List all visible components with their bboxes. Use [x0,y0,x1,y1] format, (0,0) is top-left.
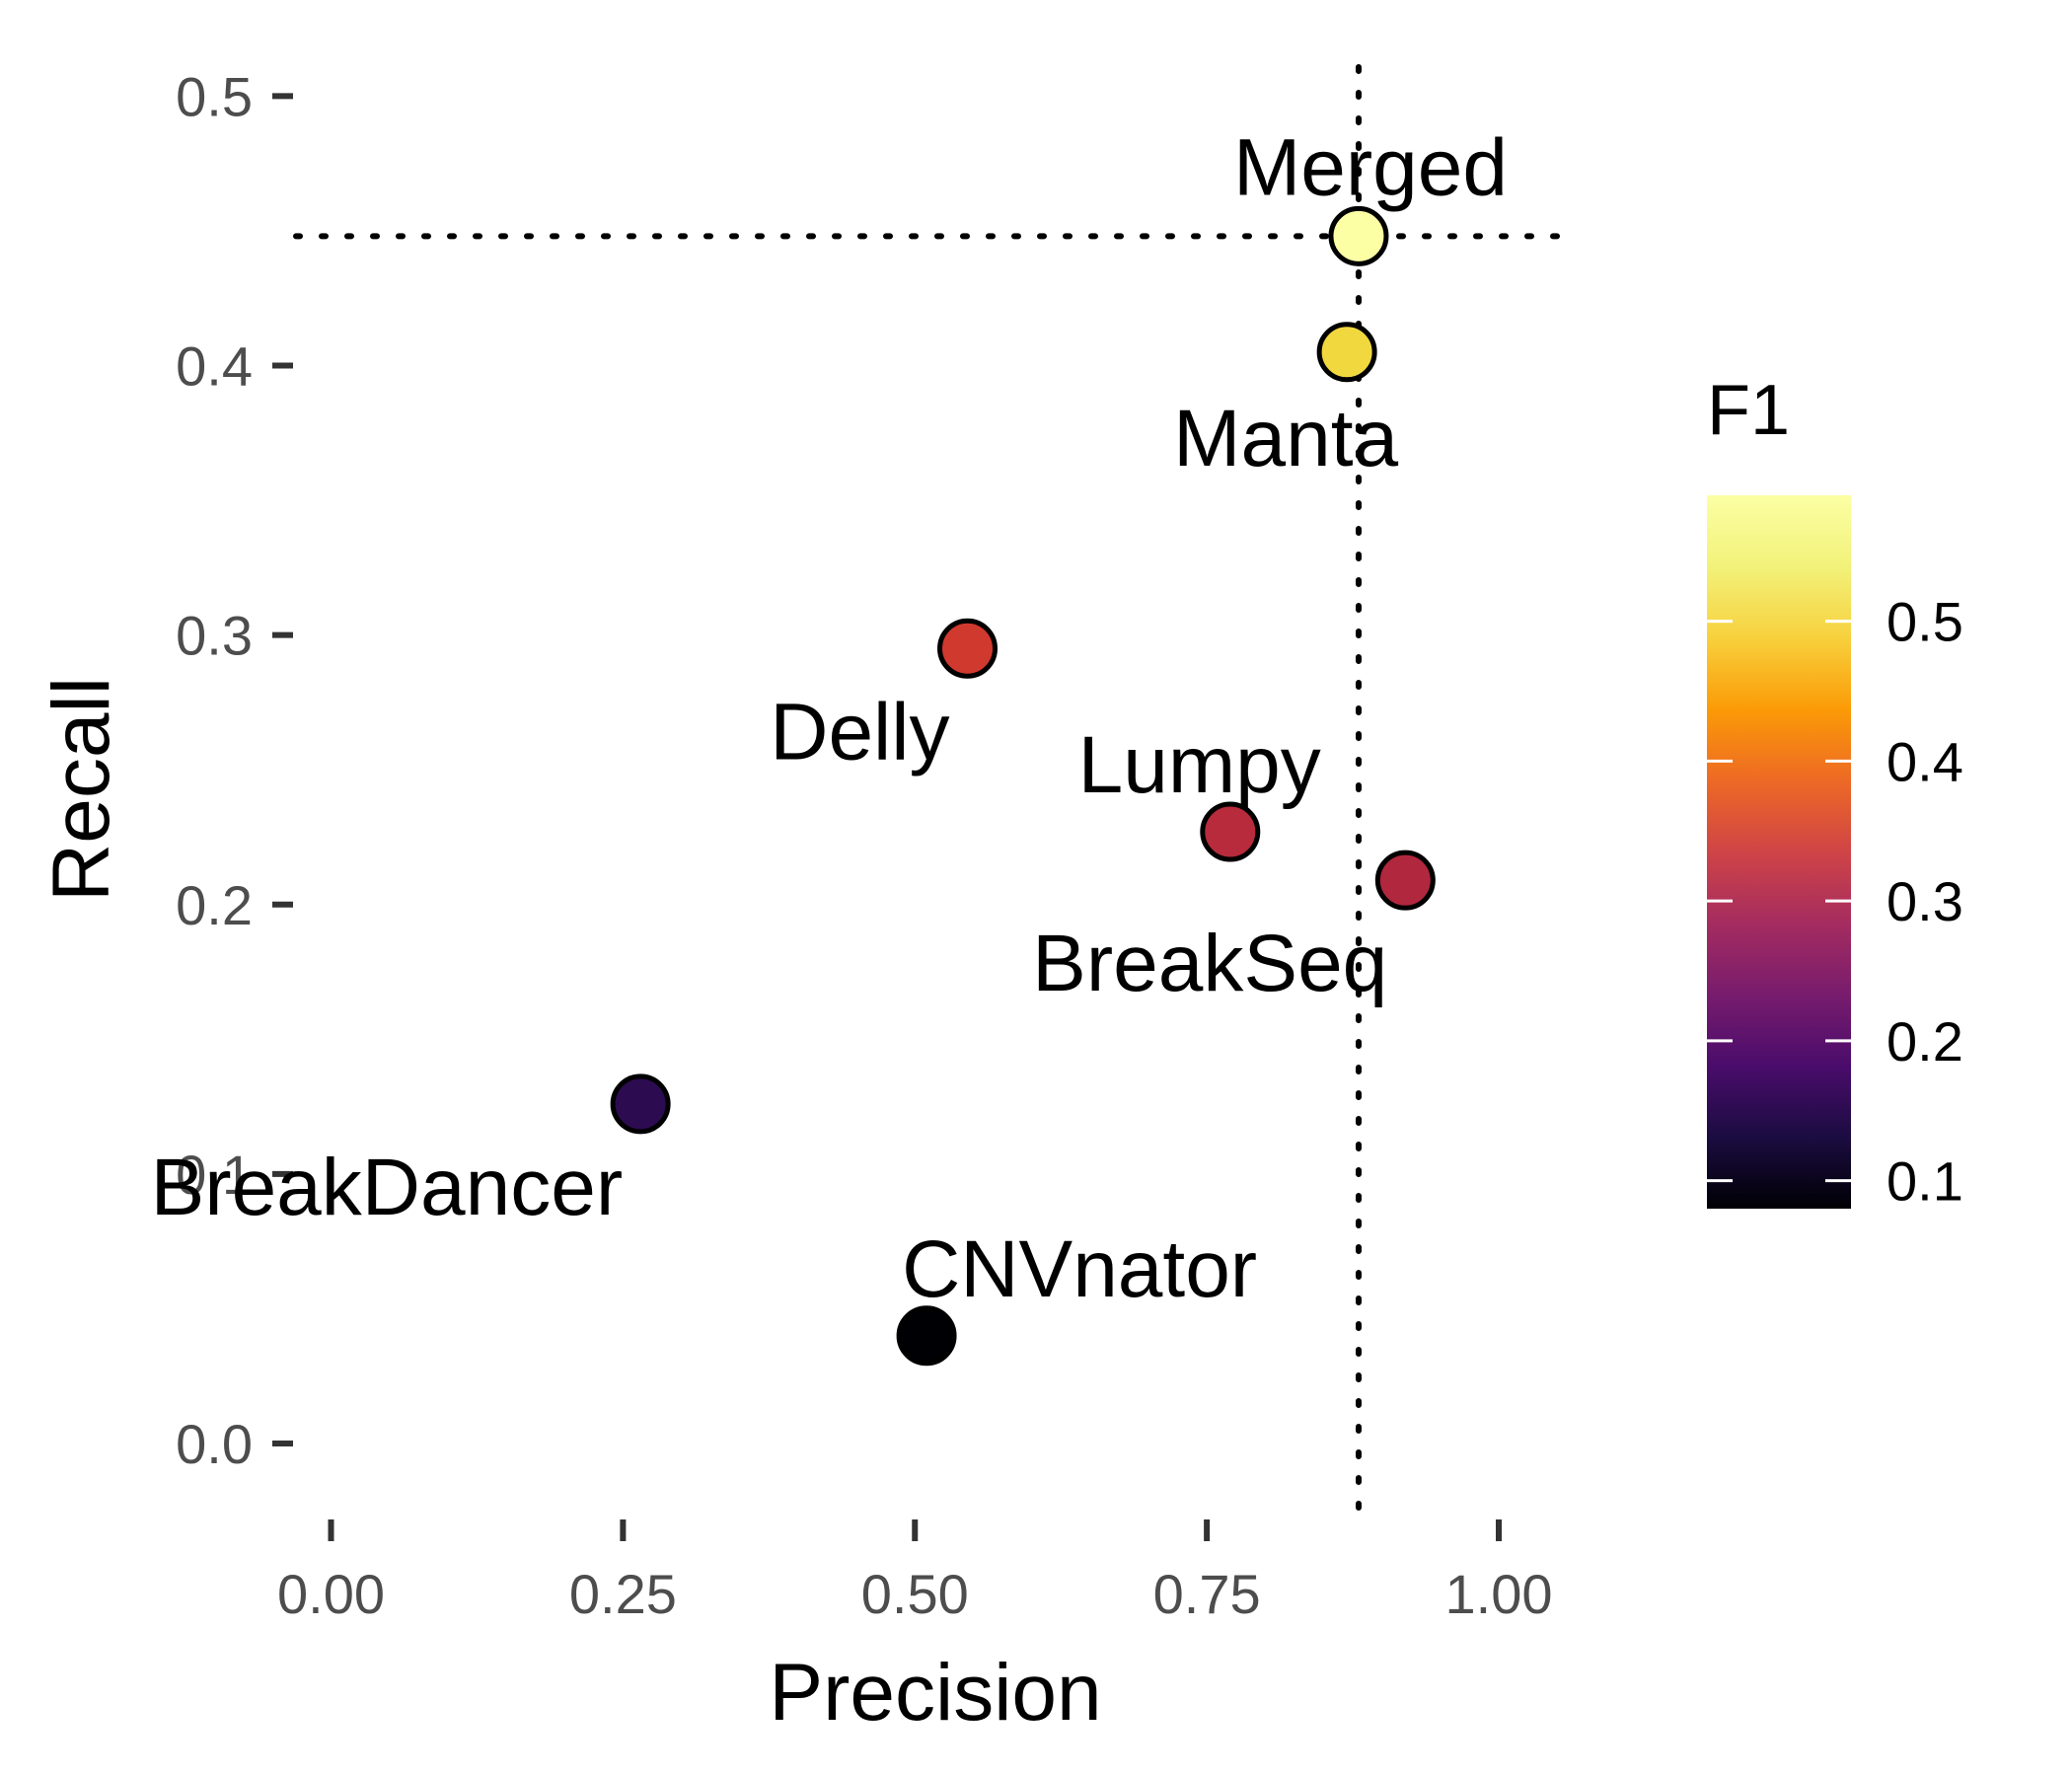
x-axis: 0.00 0.25 0.50 0.75 1.00 [277,1519,1552,1625]
color-legend: F1 0.1 0.2 0.3 0.4 0.5 [1707,371,1963,1213]
y-tick-label: 0.3 [176,605,253,667]
y-tick-label: 0.1 [176,1144,253,1206]
x-tick-label: 0.50 [861,1563,969,1625]
point-label-lumpy: Lumpy [1078,720,1321,810]
y-tick-label: 0.2 [176,874,253,936]
point-manta [1316,322,1377,383]
x-axis-title: Precision [769,1648,1101,1738]
legend-ticks: 0.1 0.2 0.3 0.4 0.5 [1707,591,1963,1213]
legend-tick-label: 0.1 [1887,1150,1963,1213]
point-breakseq [1374,850,1436,911]
y-tick-label: 0.5 [176,65,253,127]
x-tick-label: 0.00 [277,1563,385,1625]
point-label-breakseq: BreakSeq [1032,919,1387,1008]
legend-tick-label: 0.4 [1887,730,1963,792]
point-breakdancer [610,1073,671,1135]
point-label-manta: Manta [1173,394,1398,483]
point-merged [1328,205,1389,266]
x-tick-label: 0.25 [569,1563,677,1625]
x-tick-label: 1.00 [1444,1563,1552,1625]
legend-tick-label: 0.2 [1887,1010,1963,1073]
y-axis-title: Recall [37,677,126,902]
x-tick-label: 0.75 [1153,1563,1261,1625]
point-label-breakdancer: BreakDancer [151,1143,624,1232]
y-tick-label: 0.0 [176,1413,253,1475]
point-delly [937,618,999,679]
legend-title: F1 [1707,371,1790,450]
point-labels: Merged Manta Delly Lumpy BreakSeq BreakDancer… [151,122,1508,1313]
point-lumpy [1200,801,1261,862]
data-points [610,205,1436,1367]
color-bar [1707,495,1851,1209]
point-cnvnator [896,1305,957,1367]
point-label-merged: Merged [1233,122,1508,212]
point-label-cnvnator: CNVnator [902,1224,1257,1314]
point-label-delly: Delly [770,687,949,777]
legend-tick-label: 0.3 [1887,870,1963,932]
reference-lines [293,64,1572,1527]
y-axis: 0.0 0.1 0.2 0.3 0.4 0.5 [176,65,293,1475]
y-tick-label: 0.4 [176,334,253,397]
legend-tick-label: 0.5 [1887,591,1963,653]
